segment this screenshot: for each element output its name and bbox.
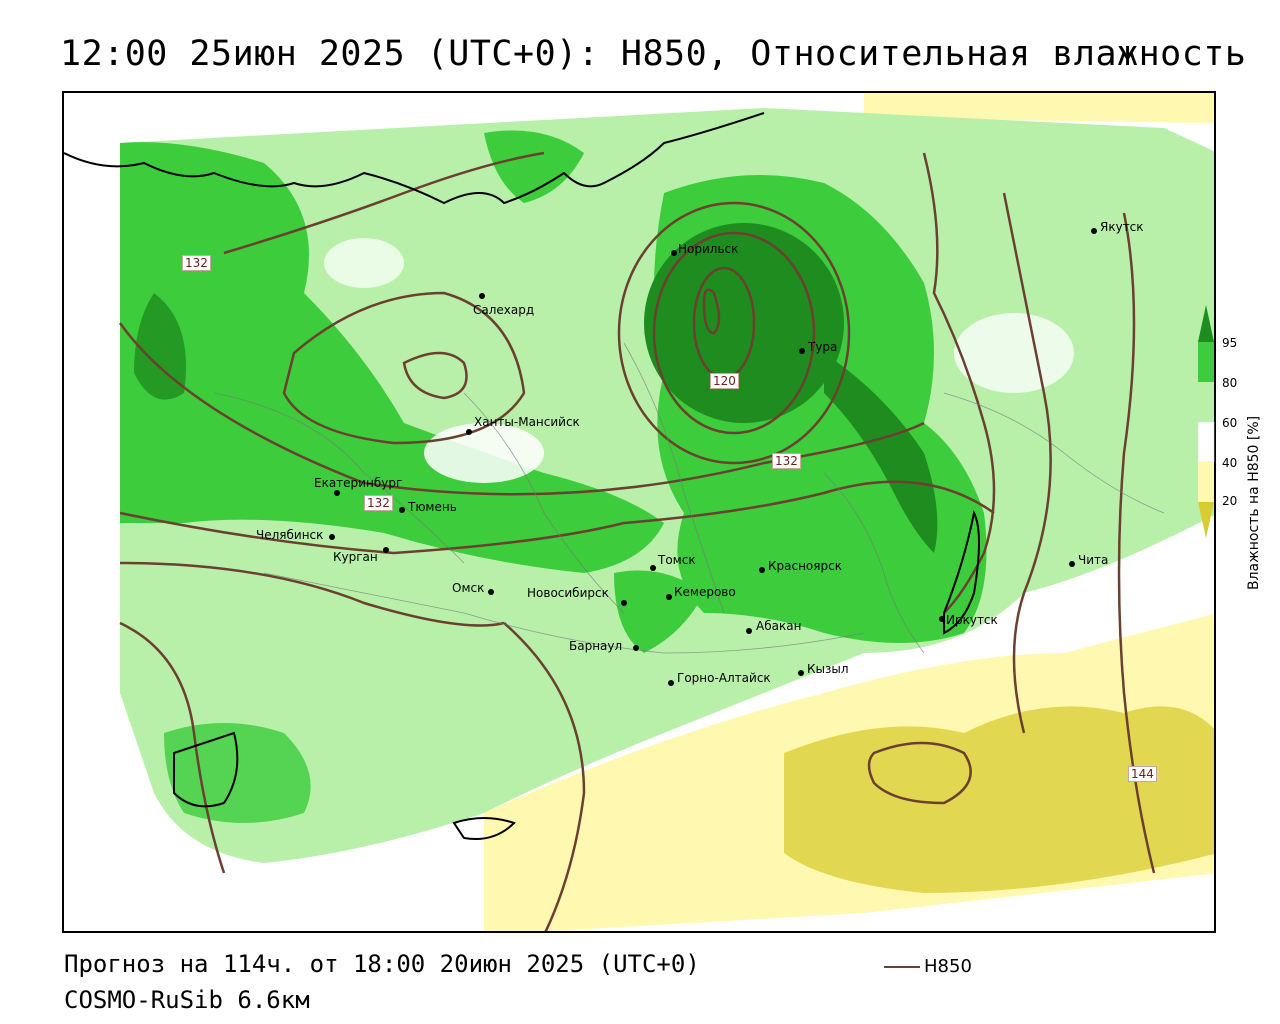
city-marker [399,507,405,513]
colorbar-segment-0 [1198,502,1214,538]
very-humid-cyclone-core [644,223,844,423]
city-label-omsk: Омск [452,581,485,595]
city-label-kemerovo: Кемерово [674,585,736,599]
city-label-tyumen: Тюмень [408,500,457,514]
city-marker [466,429,472,435]
colorbar-segment-20 [1198,462,1214,502]
legend-line-swatch [884,965,920,968]
neutral-patch-3 [324,238,404,288]
city-label-yekaterinburg: Екатеринбург [314,476,403,490]
isoline-south-west [119,621,226,874]
city-label-salekhard: Салехард [473,303,535,317]
city-marker [633,645,639,651]
map-canvas [64,93,1214,931]
isoline-west-low [402,351,468,400]
isoline-cyclone-ring2 [652,231,816,435]
colorbar-tick: 20 [1222,494,1238,508]
city-marker [383,547,389,553]
isoline-south-1 [119,561,505,627]
colorbar-tick: 95 [1222,336,1238,350]
isoline-label: 144 [1128,766,1157,782]
colorbar-tick: 60 [1222,416,1238,430]
city-label-norilsk: Норильск [678,242,739,256]
city-marker [621,600,627,606]
city-marker [334,490,340,496]
forecast-info: Прогноз на 114ч. от 18:00 20июн 2025 (UT… [64,950,700,978]
city-marker [746,628,752,634]
neutral-patch-1 [424,423,544,483]
city-marker [488,589,494,595]
colorbar-segment-40 [1197,421,1215,463]
city-label-abakan: Абакан [756,619,802,633]
map-title: 12:00 25июн 2025 (UTC+0): H850, Относите… [60,34,1247,74]
isoline-south-mid [503,622,586,931]
legend-h850: H850 [884,956,972,977]
city-label-tomsk: Томск [658,553,696,567]
moist-region [120,108,1214,863]
isoline-cyclone-inner [702,288,721,335]
map-area [62,91,1216,933]
city-label-khanty-mansiysk: Ханты-Мансийск [474,415,580,429]
city-label-kyzyl: Кызыл [807,662,849,676]
coastline-aral [452,817,516,840]
city-label-krasnoyarsk: Красноярск [768,559,842,573]
city-marker [799,348,805,354]
humid-region-south [614,570,704,653]
city-label-chelyabinsk: Челябинск [256,528,324,542]
isoline-arctic [223,151,545,255]
city-marker [668,680,674,686]
coastline-caspian [173,731,239,808]
very-humid-spot-west [134,293,186,400]
city-marker [479,293,485,299]
isoline-label: 132 [182,255,211,271]
colorbar-segment-80 [1198,342,1214,382]
coastline-north [64,112,765,205]
humid-region-west [120,142,664,573]
coastline-lake-baikal [943,509,980,635]
admin-borders [213,342,1165,654]
coastline [64,112,980,840]
city-label-tura: Тура [808,340,838,354]
model-info: COSMO-RuSib 6.6км [64,986,310,1014]
colorbar-tick: 80 [1222,376,1238,390]
isoline-label: 132 [772,453,801,469]
colorbar-segment-60 [1198,382,1214,422]
city-label-barnaul: Барнаул [569,639,623,653]
humid-region-arctic [484,130,584,203]
isoline-east-2 [1002,192,1052,734]
isoline-west-ring [282,291,526,445]
isoline-label: 120 [710,373,739,389]
city-marker [666,594,672,600]
isoline-132-south [119,480,995,555]
city-label-irkutsk: Иркутск [946,613,998,627]
legend-line-label: H850 [924,956,972,977]
city-label-yakutsk: Якутск [1100,220,1144,234]
city-marker [798,670,804,676]
city-marker [1069,561,1075,567]
city-label-gorno-altaysk: Горно-Алтайск [677,671,771,685]
city-marker [329,534,335,540]
isoline-label: 132 [364,495,393,511]
h850-isolines [118,151,1156,931]
neutral-patch-2 [954,313,1074,393]
city-marker [671,250,677,256]
isoline-cyclone-ring3 [617,201,851,465]
humid-region-southwest [164,723,311,823]
very-humid-band [824,353,938,553]
city-marker [939,616,945,622]
colorbar-segment-95 [1198,305,1214,342]
dry-region-arctic [864,93,1214,123]
dry-region-south-strong [784,706,1214,893]
city-marker [759,567,765,573]
city-label-kurgan: Курган [333,550,378,564]
city-label-novosibirsk: Новосибирск [527,586,609,600]
city-marker [650,565,656,571]
city-marker [1091,228,1097,234]
colorbar [1197,305,1215,538]
isoline-132-west [118,322,925,496]
colorbar-title: Влажность на H850 [%] [1246,415,1262,590]
city-label-chita: Чита [1078,553,1109,567]
colorbar-tick: 40 [1222,456,1238,470]
isoline-south-loop [867,741,972,805]
